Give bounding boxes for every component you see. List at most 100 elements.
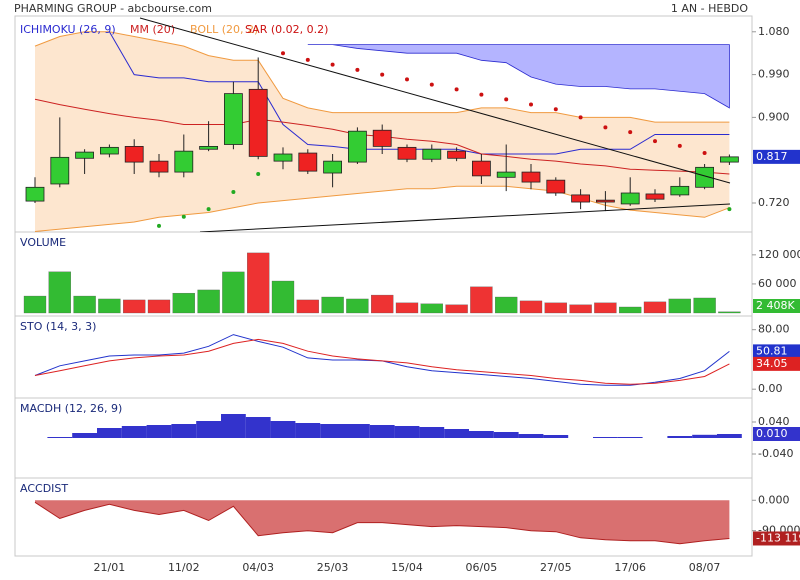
volume-bar <box>519 300 543 314</box>
y-tick-label: 120 000 <box>758 248 800 261</box>
volume-bar <box>197 289 220 314</box>
sar-dot <box>727 207 732 212</box>
macd-bar <box>444 429 469 438</box>
value-box <box>753 356 800 371</box>
candle-body <box>521 171 541 183</box>
candle-body <box>100 146 119 155</box>
value-box-label: -113 119 <box>756 531 800 544</box>
panel-title: ACCDIST <box>20 482 68 495</box>
sar-dot <box>405 77 409 82</box>
macd-bar <box>617 437 643 438</box>
trendline <box>199 203 731 232</box>
x-tick-label: 27/05 <box>540 561 572 574</box>
candle-body <box>25 186 45 202</box>
sar-dot <box>702 151 707 156</box>
panel-title: VOLUME <box>20 236 66 249</box>
value-box <box>753 427 800 441</box>
x-tick-label: 06/05 <box>466 561 498 574</box>
sar-dot <box>653 139 657 144</box>
volume-bar <box>172 292 195 314</box>
macd-bar <box>369 425 395 438</box>
volume-bar <box>445 304 468 314</box>
sto-line <box>34 338 730 385</box>
volume-bar <box>693 297 716 314</box>
x-tick-label: 04/03 <box>242 561 274 574</box>
candle-body <box>347 130 367 163</box>
y-tick-label: -0.040 <box>758 447 793 460</box>
x-tick-label: 17/06 <box>614 561 646 574</box>
sar-dot <box>529 102 533 107</box>
macd-bar <box>47 437 73 438</box>
macd-bar <box>543 435 569 438</box>
accdist-area <box>35 500 730 544</box>
candle-body <box>695 166 714 188</box>
panel-title: STO (14, 3, 3) <box>20 320 96 333</box>
plots: 1.080 0.990 0.900 0.720 ICHIMOKU (26, 9) MM (… <box>20 23 800 574</box>
legend-entry: MM (20) <box>130 23 175 36</box>
sar-dot <box>578 115 583 120</box>
candle-body <box>174 150 194 173</box>
candle-body <box>75 151 94 159</box>
value-box-label: 0.817 <box>756 150 788 163</box>
macd-bar <box>469 431 494 438</box>
candle-body <box>720 156 739 163</box>
volume-bar <box>48 271 71 314</box>
value-box-label: 2 408K <box>756 299 795 312</box>
volume-bar <box>544 302 567 314</box>
sar-dot <box>206 207 211 212</box>
legend-entry: SAR (0.02, 0.2) <box>245 23 328 36</box>
sar-dot <box>429 82 434 87</box>
macd-bar <box>518 434 544 438</box>
value-box <box>753 299 800 313</box>
candle-body <box>149 160 169 173</box>
x-tick-label: 11/02 <box>168 561 200 574</box>
main-plot <box>25 31 739 232</box>
volume-bar <box>718 311 741 314</box>
accdist-line <box>34 501 730 545</box>
macd-bar <box>171 424 197 438</box>
sar-dot <box>305 57 310 62</box>
y-tick-label: 60 000 <box>758 277 797 290</box>
candle-body <box>546 179 566 194</box>
volume-bar <box>371 294 394 314</box>
candle-body <box>447 150 467 159</box>
sar-dot <box>157 223 161 228</box>
y-tick-label: 0.000 <box>758 493 790 506</box>
macd-bar <box>692 434 717 438</box>
candle-body <box>273 153 293 162</box>
macd-bar <box>97 428 122 438</box>
volume-bar <box>222 271 245 314</box>
volume-bar <box>668 298 691 314</box>
x-tick-label: 08/07 <box>689 561 721 574</box>
macd-bar <box>667 436 693 438</box>
sar-dot <box>454 87 459 92</box>
sar-dot <box>355 67 360 72</box>
candle-body <box>471 160 491 177</box>
panel-title: MACDH (12, 26, 9) <box>20 402 122 415</box>
legend-entry: ICHIMOKU (26, 9) <box>20 23 116 36</box>
sar-dot <box>628 130 633 135</box>
value-box-label: 34.05 <box>756 357 788 370</box>
candle-body <box>496 171 516 178</box>
macd-bar <box>493 432 519 438</box>
y-tick-label: 0.900 <box>758 110 790 123</box>
macd-bar <box>419 427 445 438</box>
candle-body <box>571 194 590 203</box>
candle-body <box>596 199 615 203</box>
trendlines <box>139 17 731 232</box>
candle-body <box>422 148 442 160</box>
macd-bar <box>717 434 742 438</box>
period: 1 AN - HEBDO <box>671 2 748 15</box>
volume-bar <box>123 299 146 314</box>
page-title: PHARMING GROUP - abcbourse.com <box>14 2 212 15</box>
macd-bar <box>245 417 271 438</box>
candle-body <box>397 146 417 160</box>
volume-bar <box>247 252 270 314</box>
candle-body <box>323 160 343 174</box>
sar-dot <box>380 72 385 77</box>
candle-body <box>124 145 144 163</box>
boll-upper <box>34 31 730 123</box>
volume-bar <box>98 298 121 314</box>
candle-body <box>199 145 219 150</box>
